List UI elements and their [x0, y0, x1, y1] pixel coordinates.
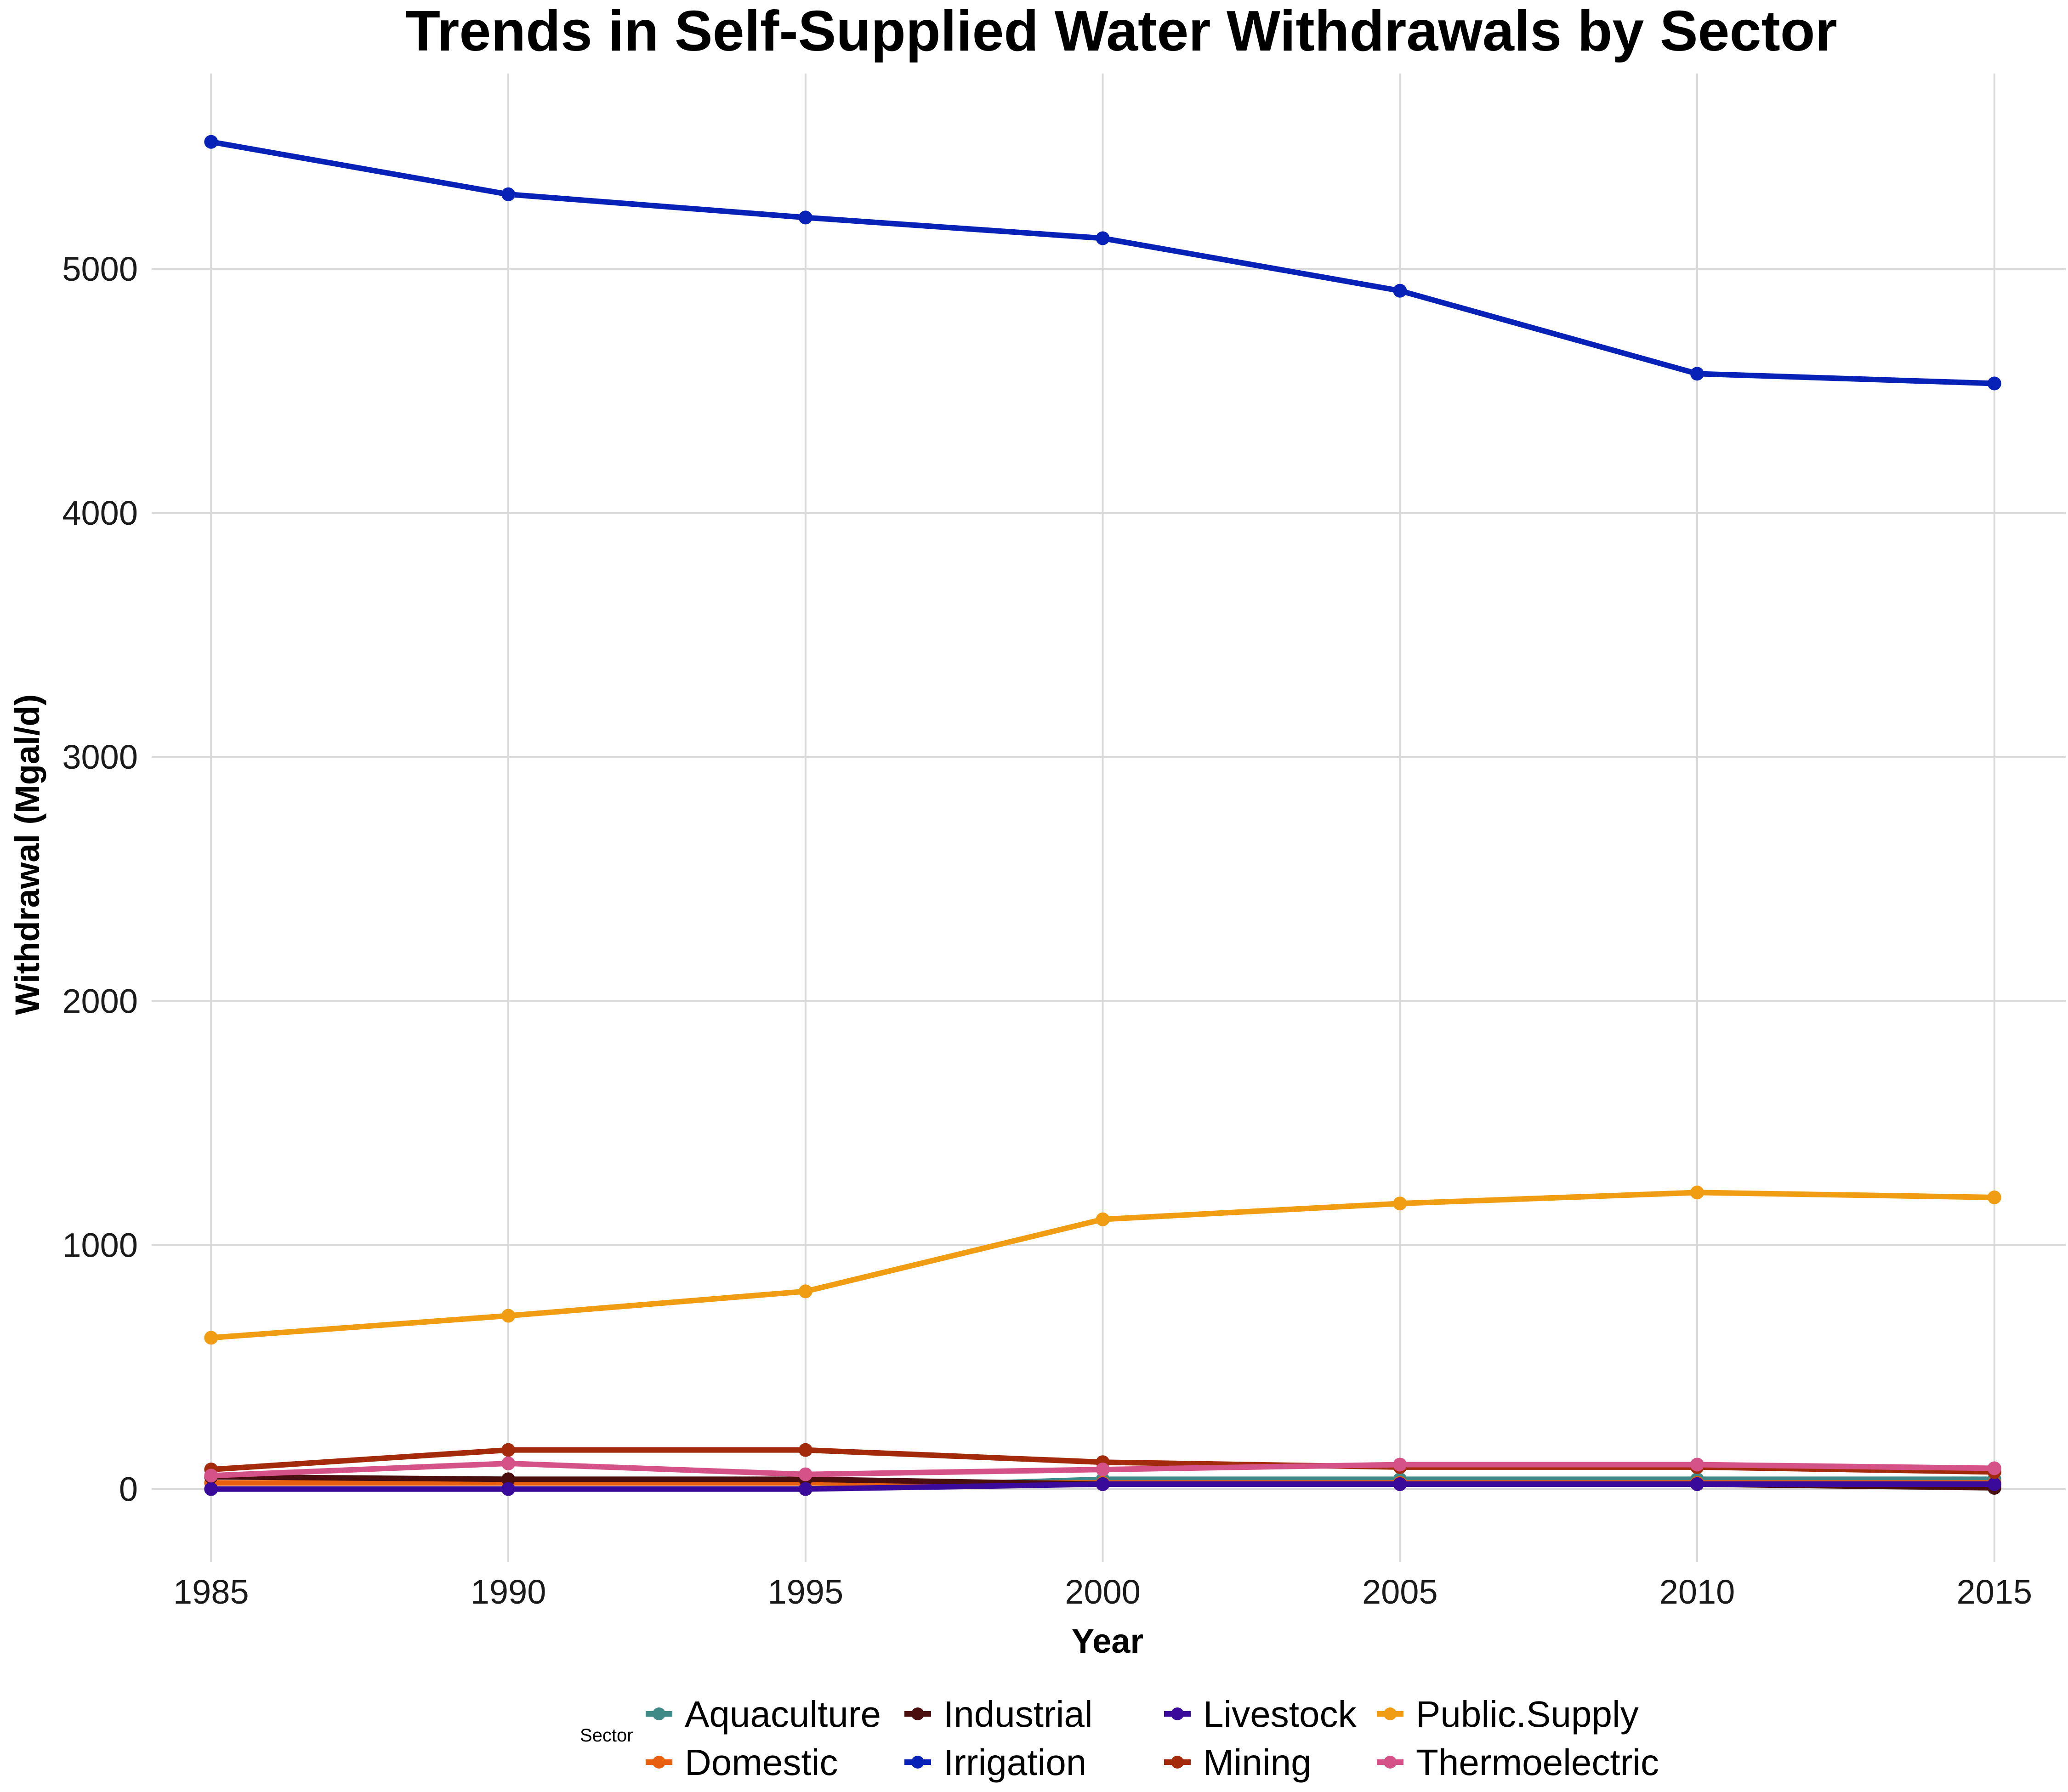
x-tick-label: 2010: [1659, 1573, 1735, 1611]
legend-item-industrial: Industrial: [904, 1694, 1093, 1735]
data-point-irrigation: [1096, 231, 1110, 245]
data-point-public-supply: [501, 1309, 516, 1323]
legend-key-point: [653, 1707, 665, 1720]
legend-title: Sector: [580, 1725, 633, 1746]
legend-key-point: [1171, 1756, 1184, 1769]
legend-item-livestock: Livestock: [1164, 1694, 1357, 1735]
data-point-public-supply: [1690, 1185, 1704, 1200]
y-tick-label: 1000: [62, 1226, 138, 1265]
legend-label: Public.Supply: [1416, 1694, 1639, 1735]
legend-key-point: [653, 1756, 665, 1769]
data-point-public-supply: [1393, 1197, 1407, 1211]
data-point-irrigation: [798, 210, 812, 225]
series-public-supply: [204, 1185, 2001, 1345]
legend-item-mining: Mining: [1164, 1742, 1312, 1783]
x-tick-label: 1990: [471, 1573, 546, 1611]
series-irrigation: [204, 135, 2001, 391]
y-tick-label: 5000: [62, 250, 138, 288]
legend-label: Livestock: [1203, 1694, 1357, 1735]
data-point-irrigation: [204, 135, 218, 149]
x-tick-label: 2000: [1065, 1573, 1141, 1611]
data-point-livestock: [1393, 1477, 1407, 1491]
y-axis-ticks: 0 1000 2000 3000 4000 5000: [62, 250, 138, 1508]
series-thermoelectric: [204, 1456, 2001, 1483]
data-point-public-supply: [204, 1331, 218, 1345]
legend-key-point: [1384, 1707, 1397, 1720]
series-livestock: [204, 1477, 2001, 1496]
legend-key-point: [911, 1756, 924, 1769]
data-point-thermoelectric: [1987, 1461, 2001, 1475]
data-point-thermoelectric: [1096, 1463, 1110, 1477]
data-point-livestock: [1987, 1477, 2001, 1491]
x-tick-label: 2015: [1956, 1573, 2032, 1611]
data-point-thermoelectric: [204, 1469, 218, 1483]
y-axis-title: Withdrawal (Mgal/d): [8, 694, 46, 1015]
x-axis-title: Year: [1072, 1622, 1143, 1660]
legend-label: Thermoelectric: [1416, 1742, 1659, 1783]
legend-key-point: [911, 1707, 924, 1720]
data-point-livestock: [501, 1482, 516, 1496]
data-point-thermoelectric: [501, 1456, 516, 1470]
legend-label: Aquaculture: [685, 1694, 881, 1735]
x-tick-label: 1995: [768, 1573, 844, 1611]
x-tick-label: 1985: [173, 1573, 249, 1611]
data-point-public-supply: [1987, 1190, 2001, 1204]
x-tick-label: 2005: [1362, 1573, 1438, 1611]
legend-item-irrigation: Irrigation: [904, 1742, 1086, 1783]
data-point-thermoelectric: [1690, 1457, 1704, 1472]
legend-item-thermoelectric: Thermoelectric: [1377, 1742, 1659, 1783]
legend-item-aquaculture: Aquaculture: [646, 1694, 881, 1735]
data-point-irrigation: [1987, 376, 2001, 391]
series-group: [204, 135, 2001, 1496]
data-point-irrigation: [1393, 284, 1407, 298]
legend-item-domestic: Domestic: [646, 1742, 838, 1783]
gridlines: [152, 74, 2066, 1562]
data-point-thermoelectric: [798, 1467, 812, 1481]
y-tick-label: 3000: [62, 738, 138, 776]
y-tick-label: 0: [119, 1470, 138, 1508]
data-point-irrigation: [501, 187, 516, 201]
data-point-livestock: [204, 1482, 218, 1496]
legend-label: Domestic: [685, 1742, 838, 1783]
legend-key-point: [1171, 1707, 1184, 1720]
data-point-livestock: [1096, 1477, 1110, 1491]
legend-item-public-supply: Public.Supply: [1377, 1694, 1639, 1735]
y-tick-label: 2000: [62, 982, 138, 1020]
data-point-public-supply: [1096, 1212, 1110, 1226]
legend: Sector Aquaculture Domestic Industrial Irri…: [580, 1694, 1659, 1783]
y-tick-label: 4000: [62, 494, 138, 532]
data-point-industrial: [501, 1472, 516, 1486]
legend-label: Mining: [1203, 1742, 1312, 1783]
data-point-livestock: [1690, 1477, 1704, 1491]
legend-key-point: [1384, 1756, 1397, 1769]
data-point-public-supply: [798, 1284, 812, 1299]
data-point-mining: [798, 1443, 812, 1457]
chart-title: Trends in Self-Supplied Water Withdrawal…: [405, 0, 1837, 63]
legend-label: Irrigation: [943, 1742, 1086, 1783]
legend-label: Industrial: [943, 1694, 1093, 1735]
data-point-mining: [501, 1443, 516, 1457]
data-point-irrigation: [1690, 367, 1704, 381]
data-point-thermoelectric: [1393, 1457, 1407, 1472]
data-point-livestock: [798, 1482, 812, 1496]
x-axis-ticks: 1985 1990 1995 2000 2005 2010 2015: [173, 1573, 2032, 1611]
